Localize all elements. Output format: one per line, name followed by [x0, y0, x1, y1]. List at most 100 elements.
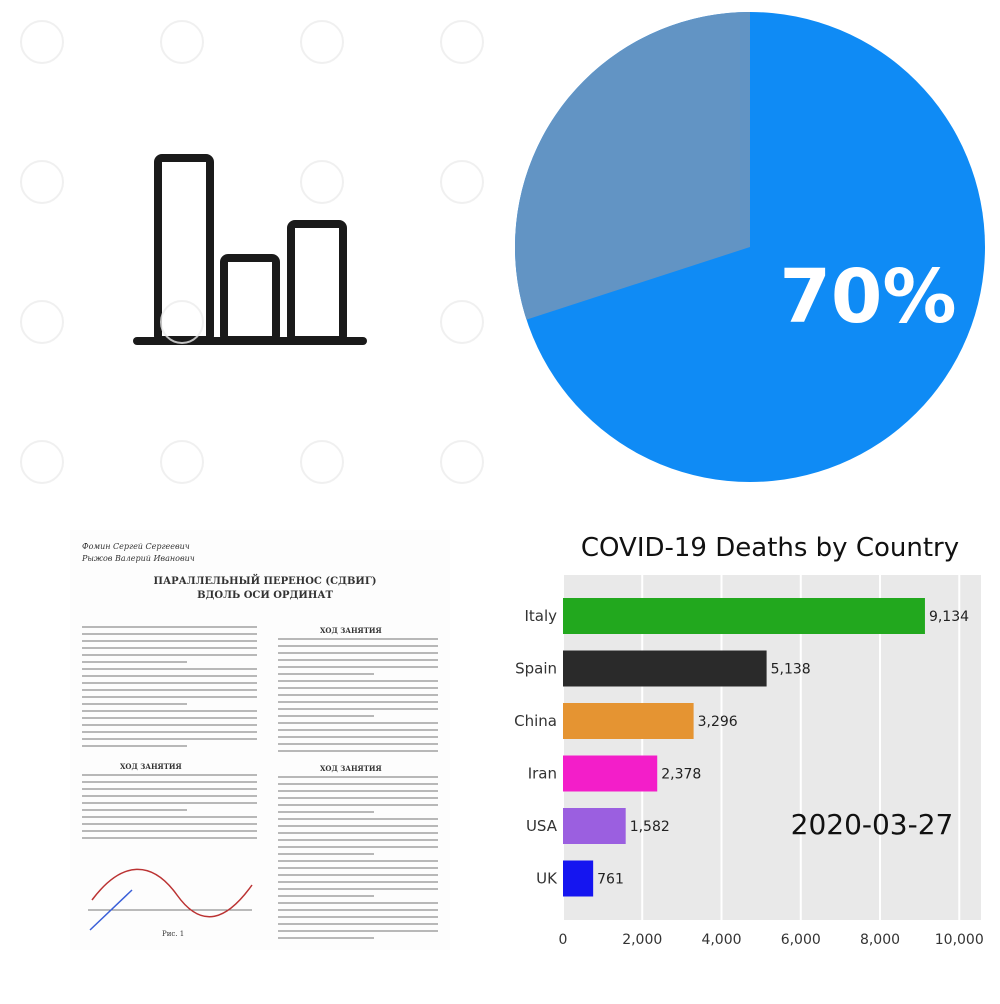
document-text-line	[82, 802, 257, 804]
pie-minor-slice	[515, 12, 750, 320]
pie-percent-label: 70%	[779, 254, 956, 340]
watermark-mark	[440, 160, 484, 204]
chart-x-ticks: 0 2,000 4,000 6,000 8,000 10,000	[559, 932, 984, 948]
value-label: 9,134	[929, 609, 969, 625]
document-text-line	[82, 682, 257, 684]
document-text-line	[82, 668, 257, 670]
document-text-line	[278, 715, 374, 717]
document-text-line	[82, 703, 187, 705]
document-text-line	[82, 837, 257, 839]
document-text-line	[82, 654, 257, 656]
watermark-mark	[300, 440, 344, 484]
document-author-2: Рыжов Валерий Иванович	[82, 554, 195, 563]
watermark-mark	[440, 440, 484, 484]
x-tick-label: 2,000	[622, 932, 662, 948]
bar-usa	[563, 808, 626, 844]
covid-deaths-chart: COVID-19 Deaths by Country Italy 9,134 Spa…	[514, 533, 984, 948]
value-label: 2,378	[661, 767, 701, 783]
figure-vector-arrow	[89, 889, 133, 931]
bar-spain	[563, 650, 767, 687]
document-text-line	[82, 661, 187, 663]
document-text-line	[82, 788, 257, 790]
document-text-line	[278, 881, 438, 883]
document-text-line	[278, 750, 438, 752]
document-author-1: Фомин Сергей Сергеевич	[82, 542, 190, 551]
document-right-heading: ХОД ЗАНЯТИЯ	[320, 626, 382, 635]
document-text-line	[278, 846, 438, 848]
document-text-line	[278, 652, 438, 654]
category-label: Spain	[515, 660, 557, 678]
document-text-line	[278, 701, 438, 703]
category-label: Iran	[528, 765, 557, 783]
document-text-line	[278, 645, 438, 647]
document-text-line	[278, 659, 438, 661]
document-text-line	[82, 830, 257, 832]
bar-china	[563, 703, 694, 739]
document-text-line	[278, 874, 438, 876]
watermark-mark	[160, 300, 204, 344]
covid-deaths-chart-panel: COVID-19 Deaths by Country Italy 9,134 Spa…	[500, 500, 1000, 1000]
document-text-line	[278, 694, 438, 696]
bar-chart-icon	[133, 154, 367, 345]
watermark-mark	[20, 440, 64, 484]
document-text-line	[278, 902, 438, 904]
document-figure: Рис. 1	[88, 868, 253, 938]
document-text-line	[82, 795, 257, 797]
document-text-line	[278, 895, 374, 897]
figure-caption: Рис. 1	[162, 930, 184, 938]
bar-uk	[563, 860, 594, 897]
watermark-mark	[20, 300, 64, 344]
chart-date-label: 2020-03-27	[791, 808, 954, 841]
document-text-line	[278, 839, 438, 841]
bar-italy	[563, 598, 925, 634]
document-left-heading: ХОД ЗАНЯТИЯ	[120, 762, 182, 771]
x-tick-label: 4,000	[701, 932, 741, 948]
document-text-line	[278, 687, 438, 689]
watermark-mark	[160, 20, 204, 64]
x-tick-label: 6,000	[781, 932, 821, 948]
watermark-mark	[440, 300, 484, 344]
watermark-mark	[440, 20, 484, 64]
document-text-line	[278, 783, 438, 785]
document-text-line	[82, 781, 257, 783]
document-text-line	[82, 809, 187, 811]
document-text-line	[278, 867, 438, 869]
document-text-line	[278, 825, 438, 827]
document-text-line	[278, 888, 438, 890]
value-label: 3,296	[698, 714, 738, 730]
x-tick-label: 10,000	[935, 932, 984, 948]
bar-iran	[563, 755, 658, 792]
document-text-line	[278, 673, 374, 675]
document-text-line	[82, 675, 257, 677]
value-label: 1,582	[630, 819, 670, 835]
document-text-line	[82, 724, 257, 726]
document-text-line	[278, 638, 438, 640]
icon-bar-short	[220, 254, 280, 344]
document-text-line	[278, 776, 438, 778]
pie-chart-panel: 70%	[500, 0, 1000, 500]
document-text-line	[278, 923, 438, 925]
document-text-line	[278, 797, 438, 799]
watermark-mark	[160, 440, 204, 484]
document-title-line-2: ВДОЛЬ ОСИ ОРДИНАТ	[197, 590, 333, 601]
document-text-line	[278, 937, 374, 939]
document-text-line	[278, 804, 438, 806]
document-text-line	[82, 689, 257, 691]
document-text-line	[278, 708, 438, 710]
x-tick-label: 0	[559, 932, 568, 948]
document-text-line	[82, 633, 257, 635]
document-text-line	[82, 710, 257, 712]
chart-bars	[563, 598, 925, 897]
document-text-line	[278, 729, 438, 731]
document-text-line	[278, 909, 438, 911]
document-text-line	[278, 930, 438, 932]
document-text-line	[278, 832, 438, 834]
value-label: 5,138	[771, 662, 811, 678]
value-label: 761	[597, 872, 624, 888]
document-text-line	[82, 647, 257, 649]
chart-title: COVID-19 Deaths by Country	[581, 533, 959, 563]
category-label: USA	[526, 817, 558, 835]
document-text-line	[82, 626, 257, 628]
figure-sine-curve	[91, 868, 253, 918]
document-text-line	[82, 696, 257, 698]
